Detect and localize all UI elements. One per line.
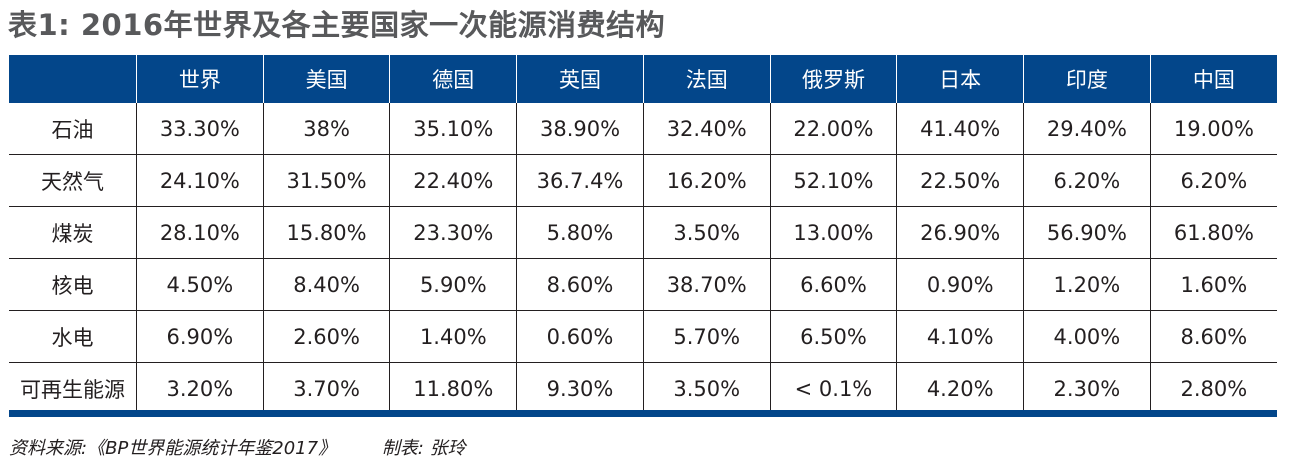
column-header: 俄罗斯	[769, 55, 897, 103]
table-cell: 6.20%	[1023, 154, 1151, 207]
column-header: 中国	[1149, 55, 1277, 103]
table-cell: 11.80%	[389, 362, 517, 414]
table-header-row: 世界 美国 德国 英国 法国 俄罗斯 日本 印度 中国	[9, 55, 1277, 103]
table-cell: 2.60%	[262, 310, 390, 363]
table-cell: 61.80%	[1149, 206, 1277, 259]
table-cell: 8.60%	[1149, 310, 1277, 363]
table-title: 表1: 2016年世界及各主要国家一次能源消费结构	[8, 8, 666, 42]
column-header: 德国	[389, 55, 517, 103]
table-cell: 33.30%	[136, 103, 264, 155]
table-cell: 9.30%	[516, 362, 644, 414]
table-cell: 4.10%	[896, 310, 1024, 363]
table-cell: < 0.1%	[769, 362, 897, 414]
table-row: 煤炭 28.10% 15.80% 23.30% 5.80% 3.50% 13.00% 26.9…	[9, 206, 1277, 259]
table-cell: 5.70%	[642, 310, 771, 363]
row-label: 煤炭	[9, 206, 137, 259]
table-cell: 36.7.4%	[516, 154, 644, 207]
table-cell: 6.20%	[1149, 154, 1277, 207]
table-cell: 22.00%	[769, 103, 897, 155]
table-cell: 24.10%	[136, 154, 264, 207]
table-cell: 22.50%	[896, 154, 1024, 207]
table-cell: 2.80%	[1149, 362, 1277, 414]
table-cell: 3.70%	[262, 362, 390, 414]
source-note: 资料来源:《BP世界能源统计年鉴2017》	[9, 438, 337, 459]
table-cell: 41.40%	[896, 103, 1024, 155]
column-header: 印度	[1023, 55, 1151, 103]
table-cell: 38.70%	[642, 258, 771, 311]
column-header: 日本	[896, 55, 1024, 103]
table-row: 可再生能源 3.20% 3.70% 11.80% 9.30% 3.50% < 0.1% 4.2…	[9, 362, 1277, 414]
table-cell: 35.10%	[389, 103, 517, 155]
table-cell: 31.50%	[262, 154, 390, 207]
row-label: 水电	[9, 310, 137, 363]
table-cell: 23.30%	[389, 206, 517, 259]
table-cell: 6.90%	[136, 310, 264, 363]
table-cell: 3.50%	[642, 206, 771, 259]
table-cell: 4.20%	[896, 362, 1024, 414]
table-cell: 8.60%	[516, 258, 644, 311]
table-cell: 22.40%	[389, 154, 517, 207]
table-cell: 26.90%	[896, 206, 1024, 259]
table-row: 核电 4.50% 8.40% 5.90% 8.60% 38.70% 6.60% 0.90% 1.…	[9, 258, 1277, 311]
table-cell: 13.00%	[769, 206, 897, 259]
table-cell: 5.80%	[516, 206, 644, 259]
table-cell: 56.90%	[1023, 206, 1151, 259]
table-cell: 5.90%	[389, 258, 517, 311]
table-cell: 0.60%	[516, 310, 644, 363]
table-cell: 32.40%	[642, 103, 771, 155]
table-cell: 52.10%	[769, 154, 897, 207]
row-label: 天然气	[9, 154, 137, 207]
column-header	[9, 55, 137, 103]
table-cell: 8.40%	[262, 258, 390, 311]
column-header: 法国	[642, 55, 771, 103]
table-cell: 3.50%	[642, 362, 771, 414]
table-cell: 28.10%	[136, 206, 264, 259]
column-header: 世界	[136, 55, 264, 103]
table-cell: 4.50%	[136, 258, 264, 311]
row-label: 可再生能源	[9, 362, 137, 414]
table-cell: 38%	[262, 103, 390, 155]
table-cell: 1.40%	[389, 310, 517, 363]
table-cell: 15.80%	[262, 206, 390, 259]
table-cell: 1.20%	[1023, 258, 1151, 311]
column-header: 美国	[262, 55, 390, 103]
table-cell: 4.00%	[1023, 310, 1151, 363]
table-row: 天然气 24.10% 31.50% 22.40% 36.7.4% 16.20% 52.10%…	[9, 154, 1277, 207]
table-row: 石油 33.30% 38% 35.10% 38.90% 32.40% 22.00% 41.40…	[9, 103, 1277, 155]
row-label: 核电	[9, 258, 137, 311]
table-cell: 2.30%	[1023, 362, 1151, 414]
table-cell: 19.00%	[1149, 103, 1277, 155]
table-footer: 资料来源:《BP世界能源统计年鉴2017》 制表: 张玲	[9, 434, 506, 460]
table-cell: 6.60%	[769, 258, 897, 311]
table-cell: 1.60%	[1149, 258, 1277, 311]
table-cell: 3.20%	[136, 362, 264, 414]
table-cell: 38.90%	[516, 103, 644, 155]
table-row: 水电 6.90% 2.60% 1.40% 0.60% 5.70% 6.50% 4.10% 4.0…	[9, 310, 1277, 363]
table-bottom-bar	[9, 410, 1277, 417]
table-cell: 29.40%	[1023, 103, 1151, 155]
table-cell: 6.50%	[769, 310, 897, 363]
column-header: 英国	[516, 55, 644, 103]
table-cell: 0.90%	[896, 258, 1024, 311]
row-label: 石油	[51, 117, 94, 142]
author-note: 制表: 张玲	[381, 438, 466, 459]
energy-consumption-table: 世界 美国 德国 英国 法国 俄罗斯 日本 印度 中国 石油 33.30% 38% 35.10% 38.…	[9, 55, 1277, 414]
table-cell: 16.20%	[642, 154, 771, 207]
